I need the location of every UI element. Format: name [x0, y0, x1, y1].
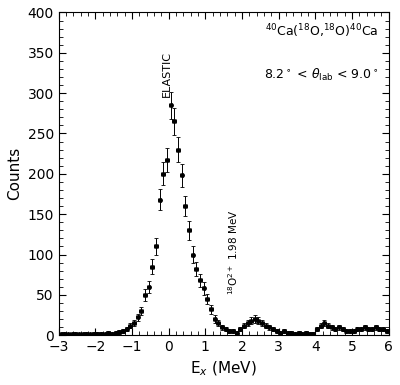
Text: 8.2$^\circ$ < $\theta_{\mathrm{lab}}$ < 9.0$^\circ$: 8.2$^\circ$ < $\theta_{\mathrm{lab}}$ < … — [264, 67, 379, 84]
Y-axis label: Counts: Counts — [7, 147, 22, 201]
Text: $^{40}$Ca($^{18}$O,$^{18}$O)$^{40}$Ca: $^{40}$Ca($^{18}$O,$^{18}$O)$^{40}$Ca — [265, 22, 379, 40]
Text: $^{18}$O$^{2+}$ 1.98 MeV: $^{18}$O$^{2+}$ 1.98 MeV — [226, 209, 240, 295]
Text: ELASTIC: ELASTIC — [162, 51, 172, 97]
X-axis label: E$_x$ (MeV): E$_x$ (MeV) — [190, 360, 257, 378]
